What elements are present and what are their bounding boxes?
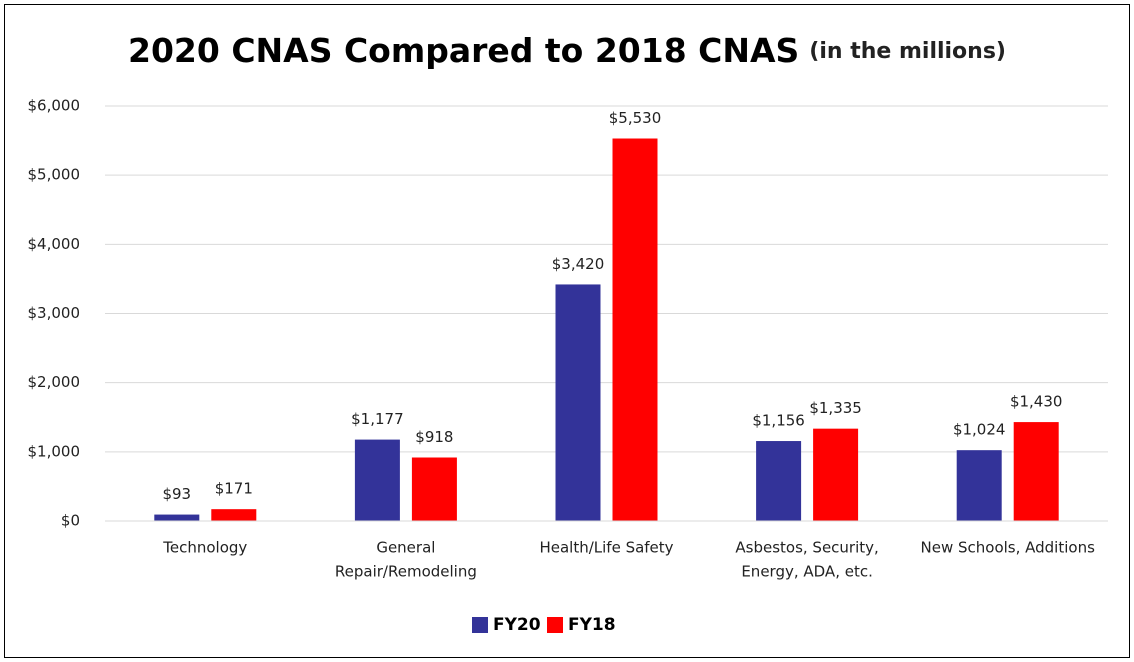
value-label: $5,530 bbox=[609, 109, 662, 127]
value-label: $1,335 bbox=[809, 399, 862, 417]
bar bbox=[411, 457, 457, 521]
bar bbox=[211, 509, 257, 521]
legend-label: FY20 bbox=[493, 615, 541, 635]
value-label: $1,156 bbox=[752, 412, 805, 430]
x-tick-label: Technology bbox=[162, 539, 247, 557]
bar bbox=[956, 450, 1002, 521]
y-tick-label: $1,000 bbox=[28, 442, 81, 460]
legend-swatch bbox=[472, 617, 488, 633]
x-tick-label: Repair/Remodeling bbox=[335, 563, 477, 581]
bar bbox=[756, 441, 802, 521]
value-label: $3,420 bbox=[552, 255, 605, 273]
bar bbox=[1013, 422, 1059, 521]
bar bbox=[154, 514, 200, 521]
value-label: $1,177 bbox=[351, 410, 404, 428]
y-tick-label: $2,000 bbox=[28, 373, 81, 391]
bar bbox=[555, 284, 601, 521]
value-label: $918 bbox=[415, 428, 453, 446]
x-tick-label: Asbestos, Security, bbox=[735, 539, 878, 557]
value-label: $1,430 bbox=[1010, 393, 1063, 411]
value-label: $93 bbox=[162, 485, 191, 503]
chart-subtitle: (in the millions) bbox=[809, 39, 1006, 64]
y-tick-label: $5,000 bbox=[28, 166, 81, 184]
chart-title: 2020 CNAS Compared to 2018 CNAS bbox=[128, 31, 799, 70]
x-tick-label: New Schools, Additions bbox=[921, 539, 1096, 557]
y-tick-label: $0 bbox=[61, 512, 80, 530]
legend-label: FY18 bbox=[568, 615, 616, 635]
x-tick-label: Energy, ADA, etc. bbox=[741, 563, 873, 581]
chart-title-group: 2020 CNAS Compared to 2018 CNAS (in the m… bbox=[128, 31, 1006, 70]
x-tick-label: Health/Life Safety bbox=[539, 539, 673, 557]
value-label: $171 bbox=[215, 480, 253, 498]
y-tick-label: $4,000 bbox=[28, 235, 81, 253]
bar bbox=[813, 428, 859, 521]
x-tick-label: General bbox=[376, 539, 435, 557]
value-label: $1,024 bbox=[953, 421, 1006, 439]
y-tick-label: $3,000 bbox=[28, 304, 81, 322]
bar bbox=[354, 439, 400, 521]
bar bbox=[612, 138, 658, 521]
y-tick-label: $6,000 bbox=[28, 97, 81, 115]
legend-swatch bbox=[547, 617, 563, 633]
